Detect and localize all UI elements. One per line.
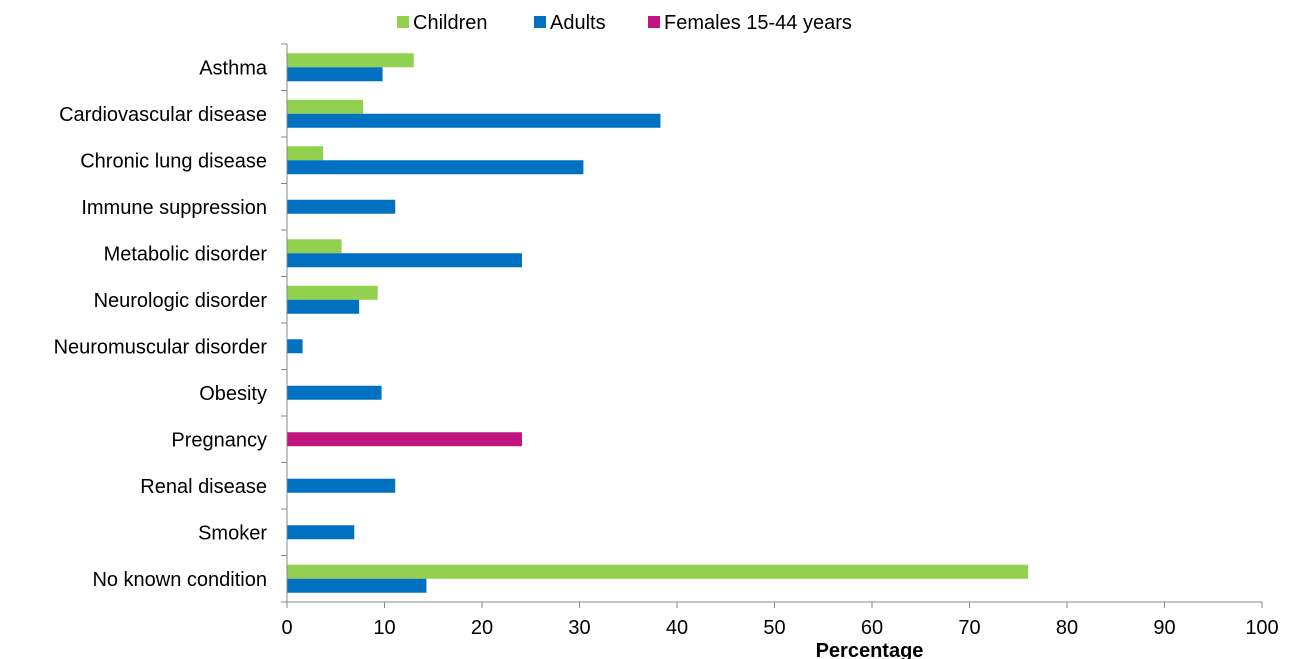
legend-swatch-children (397, 16, 409, 28)
bar-adults-metabolic-disorder (287, 253, 522, 268)
category-label-obesity: Obesity (199, 383, 267, 405)
x-tick-label: 80 (1056, 617, 1078, 639)
bar-adults-neuromuscular-disorder (287, 339, 303, 354)
bar-adults-renal-disease (287, 478, 396, 493)
bar-adults-immune-suppression (287, 199, 396, 214)
legend-label-children: Children (413, 12, 487, 34)
category-label-cardiovascular-disease: Cardiovascular disease (59, 104, 267, 126)
bar-children-cardiovascular-disease (287, 99, 364, 114)
category-label-neuromuscular-disorder: Neuromuscular disorder (54, 336, 268, 358)
labels-group: Asthma Cardiovascular disease Chronic lung… (54, 57, 1279, 659)
bar-adults-no-known-condition (287, 578, 427, 593)
category-label-smoker: Smoker (198, 522, 267, 544)
bars-group (287, 53, 1028, 593)
legend: Children Adults Females 15-44 years (397, 12, 852, 34)
x-axis-title: Percentage (816, 640, 924, 659)
bar-adults-chronic-lung-disease (287, 160, 584, 175)
bar-adults-smoker (287, 525, 355, 540)
category-label-pregnancy: Pregnancy (171, 429, 267, 451)
x-tick-label: 50 (763, 617, 785, 639)
category-label-immune-suppression: Immune suppression (81, 197, 267, 219)
legend-label-females-15-44-years: Females 15-44 years (664, 12, 852, 34)
x-tick-label: 40 (666, 617, 688, 639)
legend-swatch-adults (534, 16, 546, 28)
bar-adults-asthma (287, 67, 383, 82)
category-label-asthma: Asthma (199, 57, 268, 79)
x-tick-label: 0 (281, 617, 292, 639)
bar-children-chronic-lung-disease (287, 146, 324, 161)
bar-children-neurologic-disorder (287, 285, 378, 300)
bar-adults-obesity (287, 385, 382, 400)
x-tick-label: 20 (471, 617, 493, 639)
axes-group (281, 43, 1263, 608)
bar-adults-cardiovascular-disease (287, 113, 661, 128)
category-label-no-known-condition: No known condition (92, 569, 267, 591)
x-tick-label: 100 (1245, 617, 1278, 639)
category-label-chronic-lung-disease: Chronic lung disease (80, 150, 267, 172)
x-tick-label: 30 (568, 617, 590, 639)
x-tick-label: 60 (861, 617, 883, 639)
category-label-metabolic-disorder: Metabolic disorder (104, 243, 268, 265)
bar-children-asthma (287, 53, 414, 68)
x-tick-label: 70 (958, 617, 980, 639)
legend-swatch-females-15-44-years (648, 16, 660, 28)
bar-children-no-known-condition (287, 564, 1028, 579)
category-label-neurologic-disorder: Neurologic disorder (94, 290, 268, 312)
bar-females-15-44-years-pregnancy (287, 432, 522, 447)
bar-adults-neurologic-disorder (287, 299, 360, 314)
x-tick-label: 10 (373, 617, 395, 639)
category-label-renal-disease: Renal disease (140, 476, 267, 498)
bar-children-metabolic-disorder (287, 239, 342, 254)
x-tick-label: 90 (1153, 617, 1175, 639)
legend-label-adults: Adults (550, 12, 606, 34)
